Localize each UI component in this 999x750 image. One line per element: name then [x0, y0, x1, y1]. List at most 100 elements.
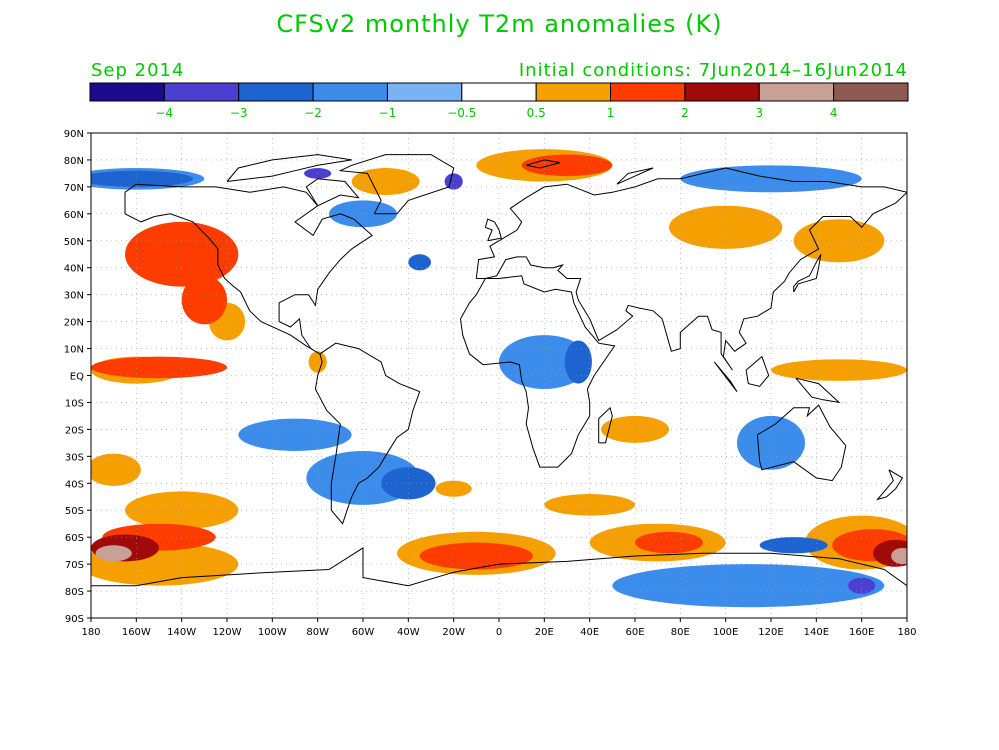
colorbar-tick-label: −3 — [230, 106, 248, 120]
anomaly-region — [635, 531, 703, 554]
valid-month-label: Sep 2014 — [91, 60, 185, 81]
colorbar-swatch — [163, 82, 240, 102]
gridlines — [91, 133, 907, 618]
colorbar-tick-label: −0.5 — [447, 106, 476, 120]
anomaly-region — [91, 453, 141, 486]
lat-tick-label: 90N — [64, 129, 84, 140]
colorbar-labels: −4 −3 −2 −1 −0.5 0.5 1 2 3 4 — [156, 106, 838, 120]
coastline-path — [616, 167, 654, 185]
colorbar-swatch — [238, 82, 314, 102]
lon-tick-label: 80E — [671, 627, 690, 638]
initial-conditions-label: Initial conditions: 7Jun2014–16Jun2014 — [518, 60, 908, 81]
colorbar-swatch — [758, 82, 835, 102]
colorbar-tick-label: 1 — [607, 106, 615, 120]
longitude-axis: 180 160W 140W 120W 100W 80W 60W 40W 20W 0 20E 40E 60… — [81, 618, 917, 638]
latitude-axis: 90N 80N 70N 60N 50N 40N 30N 20N 10N EQ 10S 20S 30S 40… — [64, 129, 91, 625]
colorbar-swatch — [535, 82, 612, 102]
lon-tick-label: 120W — [213, 627, 242, 638]
anomaly-region — [408, 254, 431, 271]
lat-tick-label: 80S — [65, 587, 84, 598]
lat-tick-label: 50S — [65, 506, 84, 517]
lat-tick-label: 20N — [64, 318, 84, 329]
anomaly-region — [737, 415, 805, 470]
lon-tick-label: 100E — [713, 627, 738, 638]
coastlines — [91, 154, 907, 587]
colorbar-tick-label: 3 — [755, 106, 763, 120]
coastline-path — [598, 406, 613, 444]
map-title: CFSv2 monthly T2m anomalies (K) — [276, 10, 723, 38]
anomaly-region — [125, 221, 239, 287]
anomaly-region — [419, 542, 533, 570]
lat-tick-label: 70N — [64, 183, 84, 194]
lat-tick-label: 10S — [65, 398, 84, 409]
lat-tick-label: 70S — [65, 560, 84, 571]
lon-tick-label: 180 — [81, 627, 100, 638]
lat-tick-label: 30N — [64, 291, 84, 302]
anomaly-region — [521, 154, 613, 177]
anomaly-region — [91, 170, 193, 187]
colorbar-swatch — [312, 82, 388, 102]
coastline-path — [795, 377, 841, 404]
coastline-path — [91, 546, 907, 587]
lat-tick-label: 90S — [65, 614, 84, 625]
anomaly-region — [95, 545, 132, 562]
coastline-path — [713, 361, 738, 393]
colorbar-tick-label: −4 — [156, 106, 174, 120]
lat-tick-label: 60S — [65, 533, 84, 544]
lon-tick-label: 20E — [535, 627, 554, 638]
colorbar-swatch — [684, 82, 760, 102]
coastline-path — [305, 178, 360, 207]
lon-tick-label: 140W — [167, 627, 196, 638]
anomaly-region — [891, 547, 907, 565]
lat-tick-label: 60N — [64, 210, 84, 221]
colorbar-swatch — [89, 82, 165, 102]
coastline-path — [793, 254, 822, 293]
lat-tick-label: 10N — [64, 345, 84, 356]
anomaly-region — [601, 415, 669, 443]
colorbar-tick-label: 0.5 — [527, 106, 546, 120]
coastline-path — [484, 218, 502, 242]
anomaly-region — [308, 351, 327, 373]
colorbar — [89, 82, 909, 102]
lon-tick-label: 40W — [397, 627, 420, 638]
lat-tick-label: 20S — [65, 425, 84, 436]
colorbar-tick-label: −1 — [379, 106, 397, 120]
coastline-path — [876, 469, 904, 501]
lon-tick-label: 80W — [306, 627, 329, 638]
colorbar-swatch — [386, 82, 463, 102]
anomaly-region — [544, 494, 636, 516]
coastline-path — [124, 183, 373, 355]
coastline-path — [745, 355, 770, 387]
lat-tick-label: EQ — [70, 372, 84, 383]
colorbar-tick-label: 2 — [681, 106, 689, 120]
lon-tick-label: 60W — [352, 627, 375, 638]
anomaly-region — [848, 577, 876, 594]
anomaly-region — [91, 356, 227, 379]
anomaly-region — [771, 359, 907, 381]
anomaly-region — [351, 168, 420, 195]
lon-tick-label: 120E — [758, 627, 783, 638]
lat-tick-label: 50N — [64, 237, 84, 248]
lon-tick-label: 160W — [122, 627, 151, 638]
colorbar-swatch — [833, 82, 909, 102]
coastline-path — [314, 342, 421, 525]
lat-tick-label: 30S — [65, 452, 84, 463]
anomaly-region — [238, 418, 352, 451]
coastline-path — [526, 159, 561, 169]
coastline-path — [338, 154, 455, 215]
coastline-path — [756, 404, 847, 482]
anomaly-region — [612, 564, 885, 608]
anomaly-region — [181, 275, 227, 325]
anomaly-region — [669, 205, 783, 249]
lon-tick-label: 160E — [849, 627, 874, 638]
colorbar-swatch — [461, 82, 537, 102]
lat-tick-label: 40S — [65, 479, 84, 490]
anomaly-region — [564, 340, 592, 384]
lat-tick-label: 40N — [64, 264, 84, 275]
anomaly-region — [759, 537, 828, 554]
lon-tick-label: 140E — [804, 627, 829, 638]
colorbar-tick-label: 4 — [830, 106, 838, 120]
lon-tick-label: 20W — [442, 627, 465, 638]
coastline-path — [226, 154, 352, 182]
